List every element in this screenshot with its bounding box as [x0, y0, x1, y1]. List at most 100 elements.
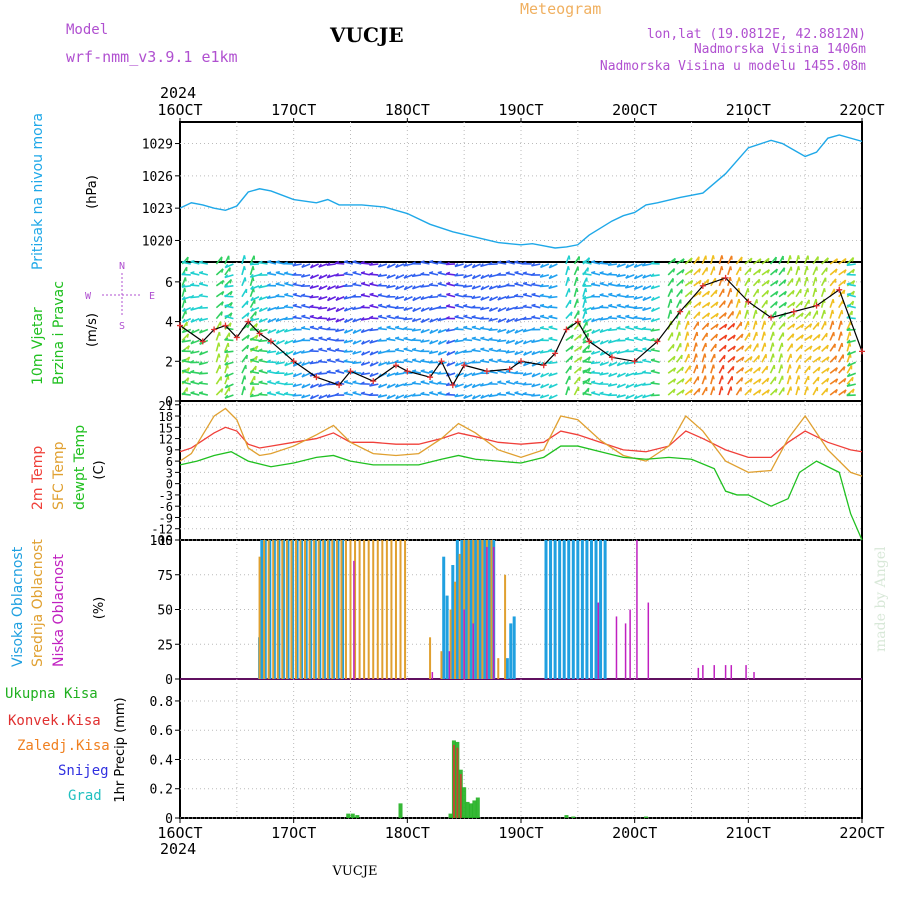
wind-arrowhead [275, 380, 280, 384]
wind-arrow [386, 338, 396, 342]
wind-arrow [565, 266, 570, 276]
mid-cloud-bar [454, 581, 457, 679]
wind-arrowhead [463, 264, 467, 269]
wind-arrowhead [789, 375, 792, 380]
wind-arrowhead [633, 285, 638, 290]
wind-arrow [701, 301, 711, 309]
wind-arrow [293, 372, 302, 378]
wind-arrowhead [530, 327, 536, 331]
wind-arrowhead [781, 342, 784, 347]
wind-arrowhead [351, 294, 357, 298]
wind-arrowhead [267, 260, 272, 263]
wind-arrow [403, 317, 413, 321]
wind-arrowhead [224, 394, 229, 399]
wind-arrowhead [587, 257, 591, 262]
mid-cloud-bar [390, 540, 393, 679]
temp2m-label: 2m Temp [30, 446, 46, 510]
wind-arrow [386, 315, 396, 320]
wind-arrow [539, 285, 549, 288]
wind-arrow [343, 350, 353, 353]
wind-arrowhead [650, 337, 655, 341]
wind-arrowhead [673, 378, 677, 383]
wind-arrow [565, 386, 570, 396]
wind-arrowhead [471, 383, 476, 388]
wind-arrow [803, 365, 811, 374]
wind-arrowhead [377, 350, 382, 355]
wind-arrow [335, 274, 345, 277]
wind-arrowhead [570, 334, 574, 340]
wind-arrow [642, 328, 652, 331]
wind-arrowhead [724, 334, 728, 340]
wind-arrowhead [198, 281, 204, 285]
wind-arrowhead [361, 351, 365, 356]
wind-arrow [795, 277, 801, 287]
wind-arrowhead [488, 327, 493, 331]
wind-arrowhead [496, 348, 502, 352]
wind-arrow [693, 256, 700, 265]
wind-arrowhead [386, 325, 391, 328]
wind-arrow [471, 326, 481, 331]
wind-arrow [318, 306, 328, 310]
wind-arrowhead [335, 328, 339, 332]
total-precip-bar [468, 803, 473, 818]
wind-arrow [438, 339, 447, 345]
wind-arrow [812, 386, 819, 396]
wind-arrow [403, 263, 413, 267]
wind-arrowhead [633, 347, 638, 351]
wind-arrowhead [505, 307, 510, 311]
wind-arrowhead [607, 272, 612, 276]
wind-arrowhead [695, 342, 698, 347]
wind-arrowhead [446, 362, 450, 367]
wind-arrow [249, 255, 255, 265]
wind-arrow [829, 378, 839, 385]
wind-arrowhead [184, 298, 187, 304]
wind-arrow [241, 312, 250, 320]
wind-arrowhead [599, 271, 604, 274]
wind-arrowhead [326, 307, 331, 312]
wind-arrowhead [775, 280, 779, 285]
wind-arrow [386, 372, 396, 378]
wind-gust-marker [211, 326, 218, 333]
wind-arrowhead [369, 362, 374, 367]
wind-arrowhead [181, 391, 186, 395]
wind-arrowhead [680, 289, 683, 294]
wind-arrow [488, 328, 498, 331]
wind-arrow [846, 320, 852, 330]
wind-arrow [480, 306, 490, 311]
low-cloud-bar [472, 623, 475, 679]
wind-arrow [829, 298, 834, 308]
conv-precip-bar [452, 744, 455, 818]
wind-arrow [786, 255, 791, 265]
wind-arrow [190, 371, 200, 374]
high-cloud-bar [580, 540, 584, 679]
wind-arrowhead [360, 391, 365, 395]
wind-arrowhead [218, 342, 221, 347]
wind-arrowhead [267, 391, 272, 394]
wind-arrow [454, 274, 464, 277]
wind-arrowhead [445, 261, 450, 266]
wind-arrowhead [531, 339, 536, 343]
wind-arrow [394, 348, 405, 353]
wind-arrow [625, 372, 635, 378]
wind-arrowhead [792, 301, 796, 307]
wind-arrowhead [189, 294, 195, 299]
wind-arrowhead [522, 261, 527, 265]
wind-arrowhead [582, 380, 587, 383]
wind-arrowhead [275, 391, 280, 394]
x-tick-label: 16OCT [157, 101, 202, 119]
wind-arrowhead [429, 318, 433, 323]
wind-gust-marker [199, 338, 206, 345]
wind-arrowhead [755, 320, 758, 325]
wind-arrowhead [641, 382, 646, 386]
wind-arrowhead [275, 305, 280, 310]
wind-arrow [377, 327, 387, 331]
high-cloud-bar [487, 540, 491, 679]
wind-arrowhead [789, 255, 792, 260]
wind-arrow [795, 344, 803, 352]
wind-arrow [181, 393, 191, 396]
wind-arrowhead [642, 394, 646, 399]
wind-arrowhead [758, 269, 762, 274]
y-tick-label: 0.6 [150, 724, 173, 739]
mid-cloud-bar [467, 540, 470, 679]
wind-arrow [326, 394, 336, 398]
